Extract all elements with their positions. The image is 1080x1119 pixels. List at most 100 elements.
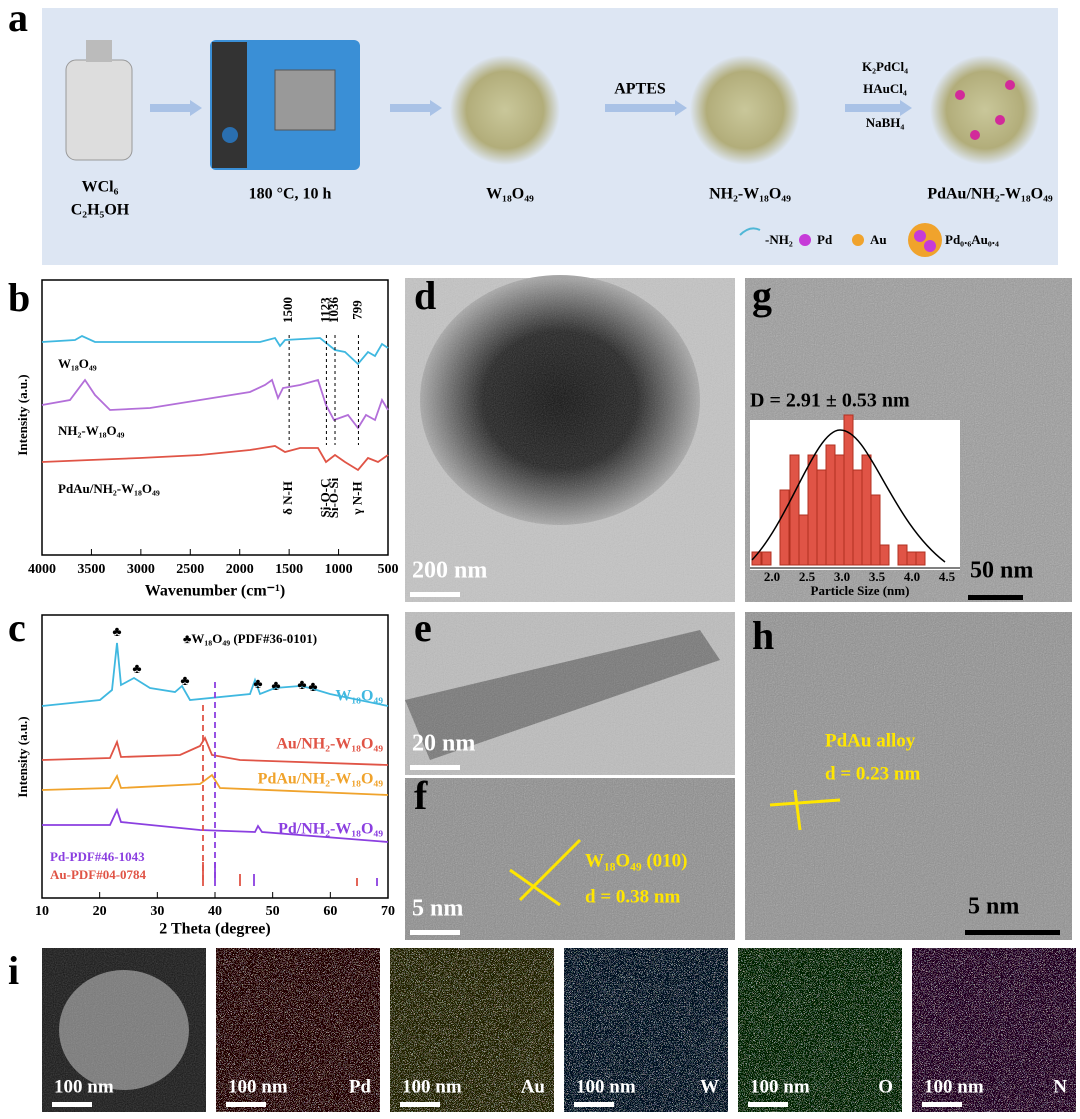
label: 180 °C, 10 h: [249, 186, 332, 203]
x-tick-label: 30: [150, 904, 164, 919]
svg-text:♣: ♣: [112, 625, 121, 640]
svg-text:♣: ♣: [308, 680, 317, 695]
label: K₂PdCl₄: [862, 59, 908, 74]
annotation: d = 0.23 nm: [825, 763, 920, 784]
series-label: W₁₈O₄₉: [58, 356, 97, 371]
xrd-patterns: [41, 642, 389, 886]
x-tick-label: 10: [35, 904, 49, 919]
peak-assignment: Si-O-Si: [326, 477, 341, 518]
scale-bar-label: 20 nm: [412, 731, 475, 757]
panel-label: i: [8, 948, 19, 993]
panel-label: e: [414, 605, 432, 650]
series-label: Pd/NH₂-W₁₈O₄₉: [278, 821, 383, 838]
peak-assignment: Si-O-C: [317, 479, 332, 518]
texts: WCl₆ C₂H₅OH 180 °C, 10 h W₁₈O₄₉ APTES NH…: [15, 59, 1053, 938]
label: W₁₈O₄₉: [486, 186, 534, 203]
x-tick-label: 40: [208, 904, 222, 919]
panel-label: d: [414, 273, 436, 318]
axis-label: Wavenumber (cm⁻¹): [145, 583, 285, 600]
x-tick-label: 2.5: [799, 569, 816, 584]
scale-bar-label: 50 nm: [970, 558, 1033, 584]
label: NH₂-W₁₈O₄₉: [709, 186, 791, 203]
spectra: [41, 334, 389, 472]
annotation: PdAu alloy: [825, 730, 916, 751]
x-tick-label: 1000: [325, 562, 353, 577]
scale-bar-label: 100 nm: [924, 1076, 984, 1097]
annotation: D = 2.91 ± 0.53 nm: [750, 390, 910, 412]
element-label: O: [878, 1076, 893, 1097]
x-tick-label: 2000: [226, 562, 254, 577]
scale-bar-label: 5 nm: [968, 894, 1019, 920]
panel-label: a: [8, 0, 28, 40]
label: HAuCl₄: [863, 81, 907, 96]
x-tick-label: 3.5: [869, 569, 886, 584]
x-tick-label: 1500: [275, 562, 303, 577]
schematic: [65, 40, 1040, 257]
axis-label: Intensity (a.u.): [15, 716, 30, 797]
ref-label: Au-PDF#04-0784: [50, 867, 147, 882]
plot-frame: [41, 279, 389, 556]
x-tick-label: 4.5: [939, 569, 956, 584]
axis-label: Intensity (a.u.): [15, 374, 30, 455]
scale-bar-label: 100 nm: [402, 1076, 462, 1097]
x-tick-label: 2.0: [764, 569, 780, 584]
x-tick-label: 4.0: [904, 569, 920, 584]
micrographs: [405, 275, 1072, 940]
scale-bar-label: 200 nm: [412, 558, 487, 584]
element-label: N: [1053, 1076, 1067, 1097]
x-tick-label: 2500: [176, 562, 204, 577]
annotation: W₁₈O₄₉ (010): [585, 850, 687, 871]
x-tick-label: 3000: [127, 562, 155, 577]
peak-assignment: γ N-H: [349, 481, 364, 515]
element-label: Au: [521, 1076, 546, 1097]
peak-label: 1123: [317, 297, 332, 323]
annotation: d = 0.38 nm: [585, 886, 680, 907]
clubs: ♣♣♣ ♣ ♣ ♣ ♣: [112, 625, 317, 695]
panel-label: h: [752, 613, 774, 658]
scale-bar-label: 100 nm: [576, 1076, 636, 1097]
element-label: W: [700, 1076, 719, 1097]
label: PdAu/NH₂-W₁₈O₄₉: [927, 186, 1053, 203]
series-label: W₁₈O₄₉: [335, 688, 383, 705]
peak-label: 799: [349, 300, 364, 320]
scale-bar-label: 5 nm: [412, 896, 463, 922]
axis-label: 2 Theta (degree): [159, 921, 270, 938]
series-label: NH₂-W₁₈O₄₉: [58, 423, 125, 438]
ref-label: Pd-PDF#46-1043: [50, 849, 145, 864]
x-tick-label: 500: [378, 562, 399, 577]
x-tick-label: 70: [381, 904, 395, 919]
legend: Pd₀.₆Au₀.₄: [945, 232, 999, 247]
scale-bar-label: 100 nm: [54, 1076, 114, 1097]
axis-label: Particle Size (nm): [811, 583, 910, 598]
panel-label: b: [8, 275, 30, 320]
label: APTES: [614, 81, 666, 98]
panel-label: g: [752, 273, 772, 318]
scale-bar-label: 100 nm: [228, 1076, 288, 1097]
peak-assignment: δ N-H: [280, 481, 295, 515]
x-tick-label: 60: [323, 904, 337, 919]
x-tick-label: 4000: [28, 562, 56, 577]
panel-label: c: [8, 605, 26, 650]
peak-label: 1500: [280, 297, 295, 323]
label: C₂H₅OH: [71, 202, 130, 219]
x-tick-label: 3500: [77, 562, 105, 577]
svg-text:♣: ♣: [180, 674, 189, 689]
svg-text:♣: ♣: [297, 678, 306, 693]
svg-text:♣: ♣: [253, 677, 262, 692]
peak-label: 1036: [326, 297, 341, 324]
x-tick-label: 3.0: [834, 569, 850, 584]
panel-label: f: [414, 773, 428, 818]
label: NaBH₄: [866, 115, 905, 130]
x-tick-label: 50: [266, 904, 280, 919]
legend: Pd: [817, 232, 833, 247]
x-tick-label: 20: [93, 904, 107, 919]
legend: Au: [870, 232, 887, 247]
legend: -NH₂: [765, 232, 793, 247]
svg-text:♣: ♣: [132, 662, 141, 677]
label: WCl₆: [82, 179, 119, 196]
element-label: Pd: [349, 1076, 372, 1097]
series-label: PdAu/NH₂-W₁₈O₄₉: [258, 771, 384, 788]
series-label: Au/NH₂-W₁₈O₄₉: [276, 736, 383, 753]
series-label: PdAu/NH₂-W₁₈O₄₉: [58, 481, 160, 496]
